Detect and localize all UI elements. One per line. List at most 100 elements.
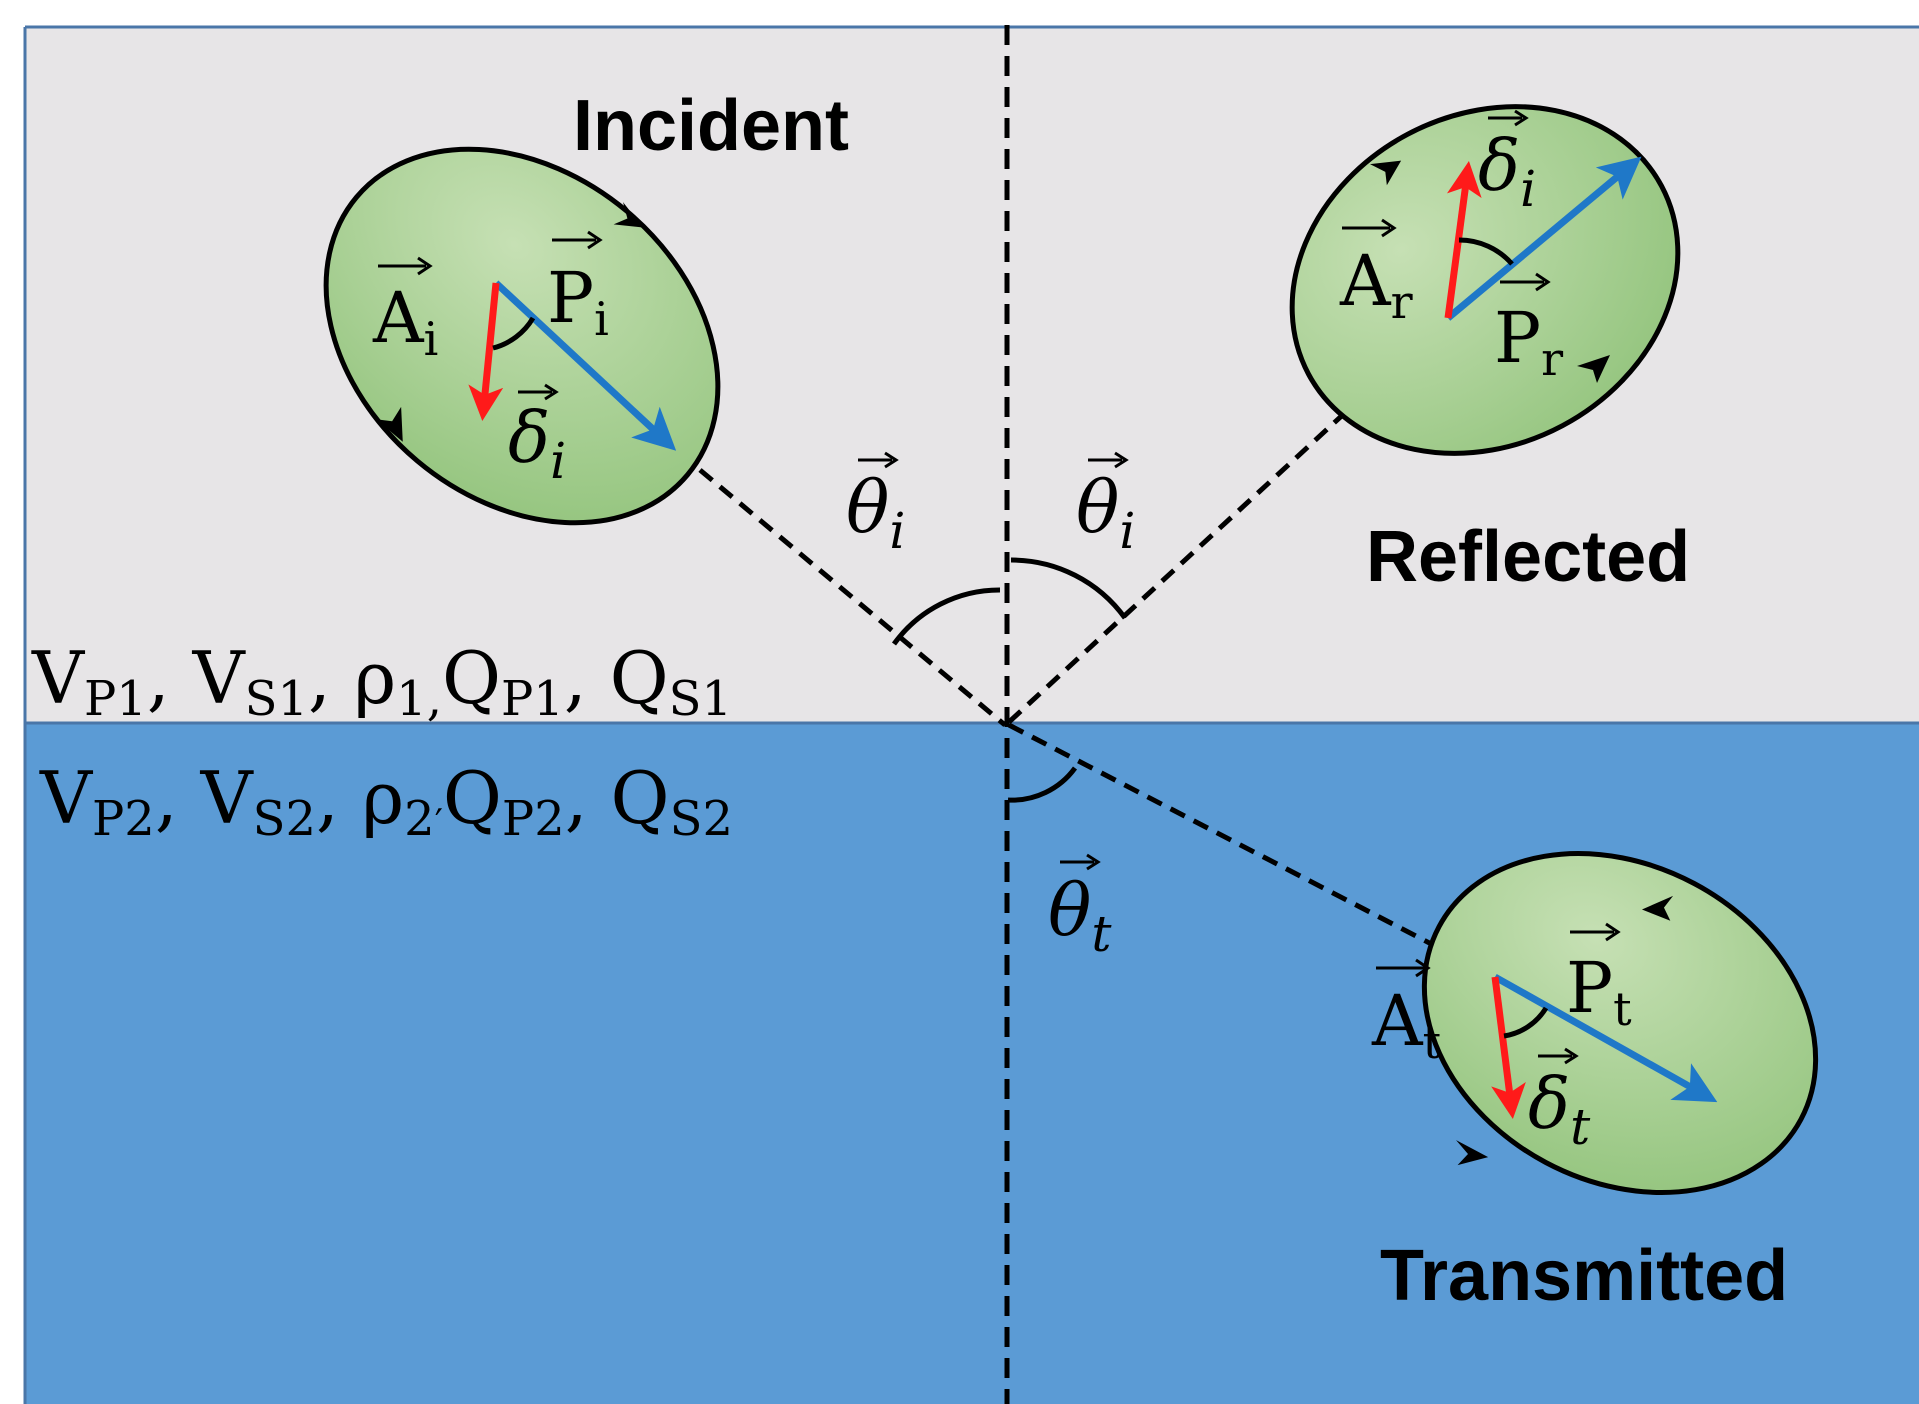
transmitted-circulation-arrowhead-bottom xyxy=(1456,1140,1489,1166)
transmission-angle-arc xyxy=(1007,766,1078,803)
transmitted-polarization-label: Pt xyxy=(1566,922,1632,1036)
upper-medium xyxy=(25,27,1919,723)
upper-sep-1: , xyxy=(147,636,193,720)
theta-t-vec-head xyxy=(1086,853,1101,871)
lower-medium-parameters: VP2, VS2, ρ2′QP2, QS2 xyxy=(39,756,733,847)
incident-deviation-angle-arc xyxy=(492,316,536,351)
pol-i-base: P xyxy=(547,257,594,339)
theta-i2-sub: i xyxy=(1119,502,1135,560)
theta-i1-sub: i xyxy=(889,502,905,560)
del-i-base: δ xyxy=(508,397,550,479)
svg-text:δi: δi xyxy=(1478,125,1536,218)
svg-text:θi: θi xyxy=(1076,465,1135,560)
reflected-circulation-arrowhead-top xyxy=(1370,160,1402,186)
del-i-sub: i xyxy=(550,432,566,490)
lower-vp-sub: P2 xyxy=(92,791,155,847)
theta-i2-vec-head xyxy=(1114,451,1129,469)
lower-qp-sub: P2 xyxy=(502,791,565,847)
lower-vs-sub: S2 xyxy=(253,791,316,847)
upper-qp: Q xyxy=(442,636,501,720)
del-i-vec-head xyxy=(544,383,559,401)
incident-label: Incident xyxy=(573,86,849,166)
incident-circulation-arrowhead-top xyxy=(613,202,643,228)
pol-i-sub: i xyxy=(594,292,609,346)
transmitted-deviation-label: δt xyxy=(1528,1047,1591,1156)
incident-ellipse-group xyxy=(323,146,721,526)
transmitted-label: Transmitted xyxy=(1380,1236,1788,1316)
upper-vs: V xyxy=(192,636,247,720)
svg-text:At: At xyxy=(1371,980,1442,1069)
reflected-amplitude-label: Ar xyxy=(1339,218,1413,329)
amp-t-base: A xyxy=(1371,980,1424,1062)
del-t-vec-head xyxy=(1564,1047,1579,1065)
reflection-angle-label: θi xyxy=(1076,451,1135,560)
reflected-polarization-label: Pr xyxy=(1494,272,1563,386)
reflected-polarization-arrow xyxy=(1445,156,1642,321)
lower-rho-tick: ′ xyxy=(435,803,443,844)
upper-sep-3: , xyxy=(564,636,610,720)
svg-text:Ar: Ar xyxy=(1339,240,1413,329)
incident-polarization-label: Pi xyxy=(547,230,609,346)
del-t-base: δ xyxy=(1528,1063,1570,1145)
svg-text:δi: δi xyxy=(508,397,566,490)
reflected-circulation-arrowhead-bottom xyxy=(1577,355,1610,383)
amp-i-sub: i xyxy=(424,312,439,366)
reflected-deviation-angle-arc xyxy=(1458,237,1514,266)
svg-text:Pt: Pt xyxy=(1566,947,1632,1036)
upper-vp: V xyxy=(31,636,86,720)
upper-rho-sub: 1, xyxy=(396,671,442,727)
amp-r-sub: r xyxy=(1391,275,1413,329)
incidence-angle-arc xyxy=(891,587,1001,646)
pol-i-vec-head xyxy=(587,230,603,250)
del-r-vec-head xyxy=(1514,109,1529,127)
reflected-deviation-arrow xyxy=(1444,161,1482,319)
transmitted-deviation-angle-arc xyxy=(1503,1006,1549,1039)
theta-i1-base: θ xyxy=(846,465,889,549)
upper-rho: ρ xyxy=(354,636,396,720)
lower-rho-sub: 2 xyxy=(404,791,435,847)
svg-text:δt: δt xyxy=(1528,1063,1591,1156)
svg-text:Pi: Pi xyxy=(547,257,609,346)
svg-text:θt: θt xyxy=(1048,868,1112,963)
amp-t-vec-head xyxy=(1415,958,1431,978)
transmitted-amplitude-label: At xyxy=(1371,958,1442,1069)
transmitted-ellipse-group xyxy=(1421,851,1819,1195)
pol-r-vec-head xyxy=(1535,272,1551,292)
lower-sep-1: , xyxy=(155,756,201,840)
incident-deviation-label: δi xyxy=(508,383,566,490)
lower-sep-2: , xyxy=(316,756,362,840)
del-r-sub: i xyxy=(1520,160,1536,218)
svg-text:Pr: Pr xyxy=(1494,297,1563,386)
incidence-angle-label: θi xyxy=(846,451,905,560)
lower-qs-sub: S2 xyxy=(670,791,733,847)
theta-t-sub: t xyxy=(1091,905,1112,963)
pol-t-vec-head xyxy=(1605,922,1621,942)
pol-r-sub: r xyxy=(1541,332,1563,386)
amp-r-base: A xyxy=(1339,240,1392,322)
pol-t-base: P xyxy=(1566,947,1613,1029)
amp-i-vec-head xyxy=(417,256,433,276)
svg-text:Ai: Ai xyxy=(372,277,438,366)
upper-qp-sub: P1 xyxy=(501,671,564,727)
lower-sep-3: , xyxy=(565,756,611,840)
reflection-angle-arc xyxy=(1010,557,1128,620)
incident-ray xyxy=(698,468,1007,727)
incident-deviation-arrow xyxy=(468,282,504,421)
del-r-base: δ xyxy=(1478,125,1520,207)
theta-i1-vec-head xyxy=(884,451,899,469)
upper-vs-sub: S1 xyxy=(245,671,308,727)
theta-t-base: θ xyxy=(1048,868,1091,952)
lower-vs: V xyxy=(200,756,255,840)
transmitted-polarization-arrow xyxy=(1493,973,1718,1103)
upper-qs-sub: S1 xyxy=(669,671,732,727)
incident-polarization-arrow xyxy=(493,280,677,451)
pol-t-sub: t xyxy=(1613,982,1632,1036)
reflected-label: Reflected xyxy=(1366,517,1690,597)
upper-medium-parameters: VP1, VS1, ρ1,QP1, QS1 xyxy=(31,636,732,727)
incident-circulation-arrowhead-bottom xyxy=(375,406,403,442)
del-t-sub: t xyxy=(1570,1098,1591,1156)
transmission-angle-label: θt xyxy=(1048,853,1112,963)
lower-vp: V xyxy=(39,756,94,840)
